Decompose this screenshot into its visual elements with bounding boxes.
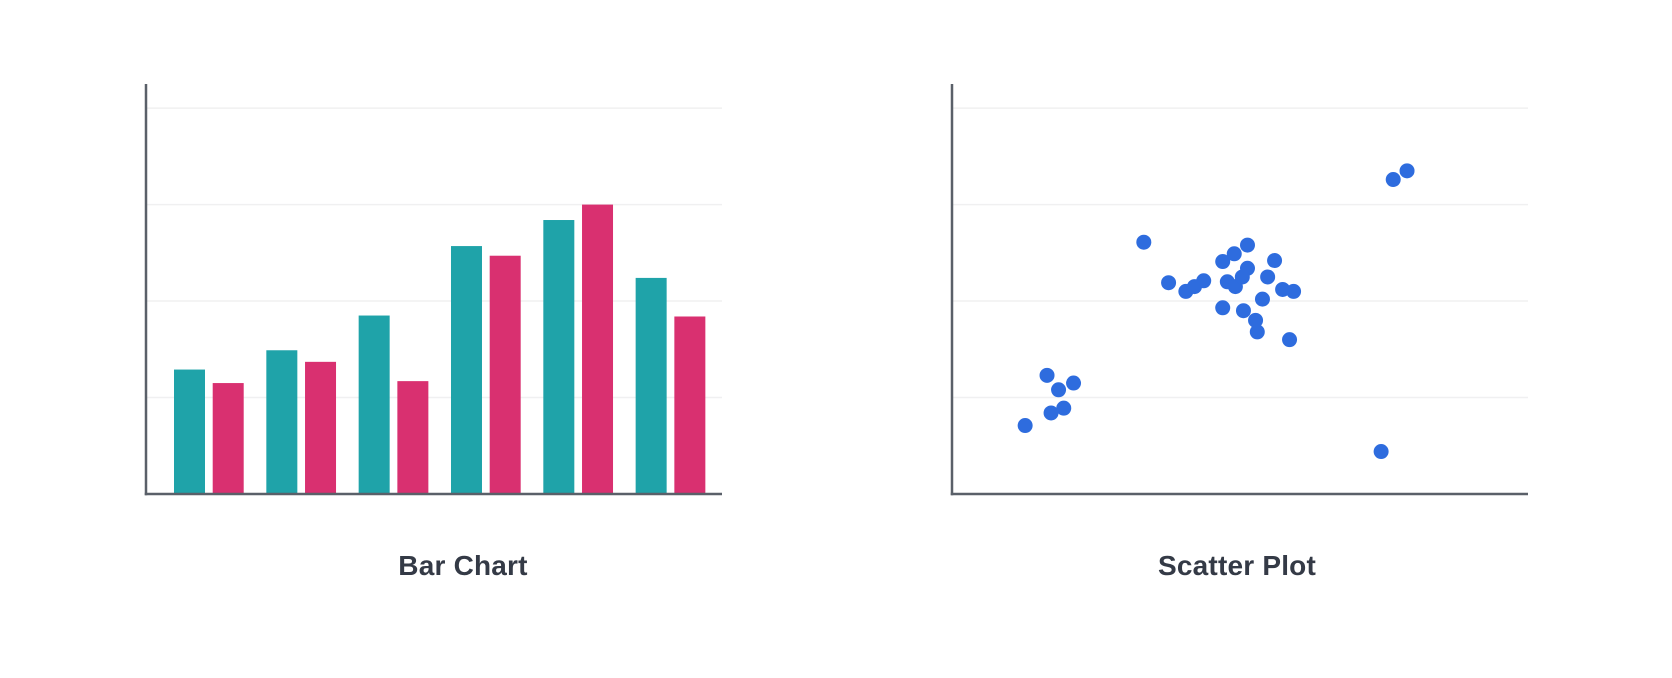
scatter-point bbox=[1373, 444, 1389, 460]
scatter-plot-caption: Scatter Plot bbox=[1158, 550, 1316, 581]
bar-teal-series bbox=[635, 277, 667, 494]
scatter-point bbox=[1248, 312, 1264, 328]
scatter-point bbox=[1260, 269, 1276, 285]
scatter-point bbox=[1399, 163, 1415, 179]
scatter-point bbox=[1017, 418, 1033, 434]
scatter-point bbox=[1161, 275, 1177, 291]
bar-pink-series bbox=[489, 255, 521, 494]
scatter-point bbox=[1066, 375, 1082, 391]
bar-teal-series bbox=[174, 369, 205, 494]
scatter-point bbox=[1249, 324, 1265, 340]
scatter-point bbox=[1196, 273, 1212, 289]
scatter-point bbox=[1282, 332, 1298, 348]
scatter-point bbox=[1385, 172, 1401, 188]
bar-chart-figure bbox=[144, 84, 722, 496]
scatter-point bbox=[1286, 283, 1302, 299]
bar-pink-series bbox=[582, 204, 614, 494]
scatter-point bbox=[1239, 237, 1255, 253]
scatter-point bbox=[1215, 300, 1231, 316]
scatter-point bbox=[1043, 405, 1059, 421]
scatter-point bbox=[1056, 400, 1072, 416]
scatter-point bbox=[1267, 253, 1283, 269]
scatter-point bbox=[1226, 246, 1242, 262]
bar-pink-series bbox=[305, 361, 337, 494]
bar-pink-series bbox=[397, 381, 429, 494]
bar-pink-series bbox=[212, 383, 244, 494]
scatter-point bbox=[1235, 303, 1251, 319]
bar-teal-series bbox=[543, 220, 575, 494]
bar-chart-caption: Bar Chart bbox=[398, 550, 528, 581]
bar-teal-series bbox=[266, 350, 298, 494]
scatter-point bbox=[1136, 234, 1152, 250]
scatter-point bbox=[1051, 382, 1067, 398]
scatter-point bbox=[1215, 254, 1231, 270]
scatter-plot-figure bbox=[950, 84, 1528, 496]
scatter-point bbox=[1039, 367, 1055, 383]
bar-teal-series bbox=[358, 315, 390, 494]
bar-pink-series bbox=[674, 316, 706, 494]
bar-teal-series bbox=[450, 246, 482, 494]
scatter-point bbox=[1254, 291, 1270, 307]
scatter-point bbox=[1239, 260, 1255, 276]
